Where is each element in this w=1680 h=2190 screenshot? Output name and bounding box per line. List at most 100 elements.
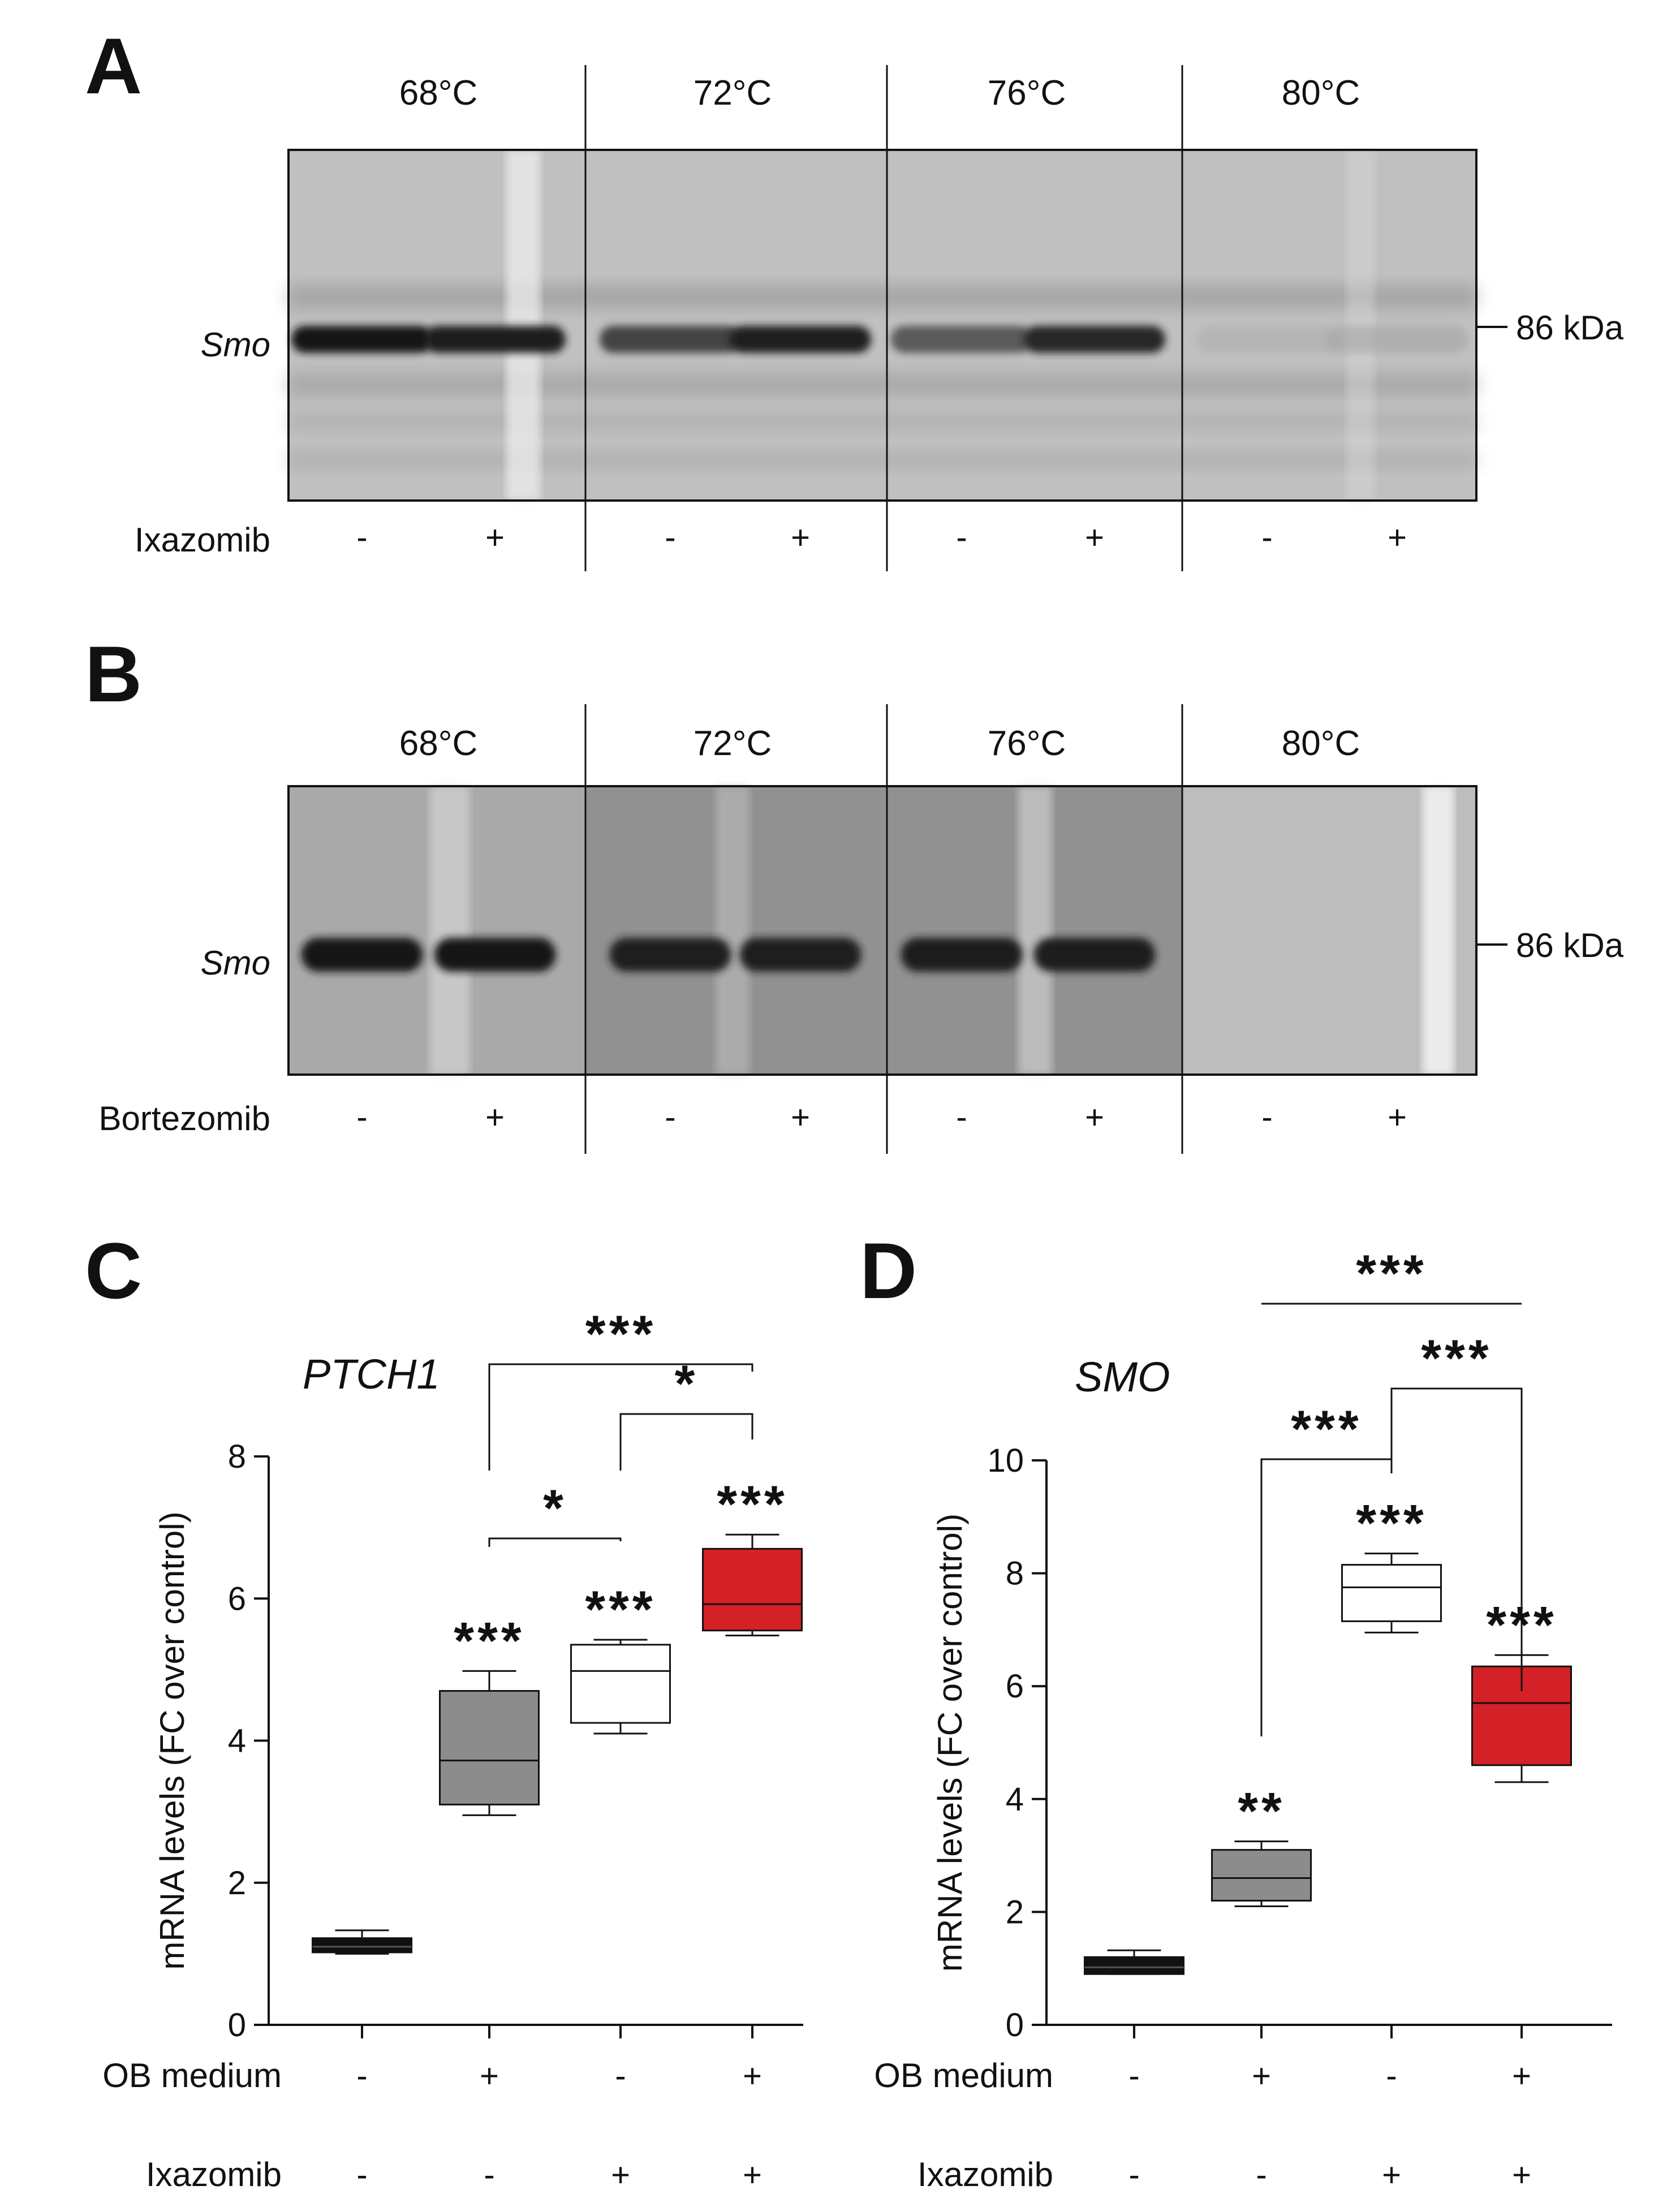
blot-background: [288, 150, 1476, 501]
y-tick-label: 0: [228, 2007, 246, 2044]
treatment-signs: - + - + - + - +: [356, 1099, 1407, 1136]
treatment-sign: -: [1261, 1099, 1272, 1136]
treatment-label: Ixazomib: [135, 521, 270, 559]
faint-band: [288, 452, 1476, 467]
box: [570, 1644, 671, 1724]
factor-sign: +: [743, 2157, 762, 2190]
western-blot-a: [287, 149, 1477, 502]
marker-label: 86 kDa: [1516, 926, 1624, 964]
y-tick-label: 4: [228, 1723, 246, 1760]
temperature-label: 72°C: [693, 74, 772, 113]
y-tick-label: 6: [1006, 1668, 1024, 1705]
protein-band: [609, 938, 731, 972]
comparison-stars: *: [543, 1480, 567, 1537]
temperature-label: 68°C: [399, 724, 478, 763]
factor-label: Ixazomib: [146, 2155, 282, 2190]
factor-sign: -: [615, 2058, 626, 2094]
blot-frame: [287, 149, 1477, 502]
temperature-label: 76°C: [988, 724, 1066, 763]
factor-sign: +: [743, 2058, 762, 2094]
y-tick-label: 6: [228, 1580, 246, 1617]
treatment-sign: -: [356, 519, 367, 556]
y-tick-label: 4: [1006, 1781, 1024, 1818]
comparison-stars: ***: [1291, 1400, 1362, 1458]
panel-d: D SMO mRNA levels (FC over control) 0 2 4 6 8 1…: [860, 1226, 1612, 2190]
protein-band: [1024, 326, 1165, 353]
comparison-stars: ***: [1421, 1330, 1492, 1387]
factor-sign: -: [484, 2157, 494, 2190]
temperature-label: 80°C: [1282, 74, 1360, 113]
band-label-smo: Smo: [201, 944, 270, 982]
treatment-sign: -: [956, 1099, 967, 1136]
box: [702, 1547, 803, 1632]
treatment-sign: +: [1388, 1099, 1407, 1136]
factor-sign: +: [1512, 2157, 1531, 2190]
y-tick-label: 8: [228, 1438, 246, 1475]
band-group: [301, 938, 1156, 972]
y-axis-title: mRNA levels (FC over control): [931, 1514, 969, 1972]
treatment-sign: -: [356, 1099, 367, 1136]
band-group: [291, 326, 1468, 353]
blot-frame: [287, 785, 1477, 1076]
temperature-label: 76°C: [988, 74, 1066, 113]
treatment-sign: +: [791, 519, 810, 556]
panel-b: B 68°C 72°C 76°C 80°C Smo 86 kDa Bortezo…: [85, 630, 1624, 1154]
treatment-sign: -: [956, 519, 967, 556]
treatment-sign: -: [1261, 519, 1272, 556]
temperature-label: 68°C: [399, 74, 478, 113]
lane-streak: [430, 786, 469, 1075]
treatment-sign: +: [1085, 519, 1104, 556]
significance-stars: ***: [1486, 1596, 1557, 1654]
protein-band: [891, 326, 1032, 353]
significance-stars: ***: [717, 1476, 787, 1533]
protein-band: [1033, 938, 1156, 972]
protein-band: [424, 326, 566, 353]
blot-dark-region: [585, 786, 1182, 1075]
panel-letter-a: A: [85, 21, 142, 110]
protein-band: [291, 326, 433, 353]
temperature-labels: 68°C 72°C 76°C 80°C: [399, 724, 1360, 763]
treatment-sign: -: [665, 519, 675, 556]
lane-streak: [1346, 150, 1375, 501]
treatment-sign: +: [1085, 1099, 1104, 1136]
lane-streak: [1018, 786, 1052, 1075]
lane-dividers: [584, 65, 1183, 571]
panel-letter-d: D: [860, 1226, 917, 1315]
factor-sign: +: [1512, 2058, 1531, 2094]
factor-sign: -: [1128, 2058, 1139, 2094]
factor-sign: +: [1382, 2157, 1401, 2190]
chart-title: SMO: [1075, 1353, 1170, 1400]
y-tick-label: 0: [1006, 2007, 1024, 2044]
y-tick-label: 8: [1006, 1555, 1024, 1592]
faint-band: [288, 286, 1476, 308]
box: [1341, 1564, 1442, 1622]
treatment-label: Bortezomib: [99, 1100, 270, 1137]
y-tick-label: 10: [987, 1442, 1024, 1479]
significance-stars: ***: [1356, 1495, 1427, 1553]
y-tick-label: 2: [228, 1865, 246, 1902]
comparison-bracket: [488, 1537, 622, 1547]
marker-label: 86 kDa: [1516, 309, 1624, 347]
protein-band: [301, 938, 423, 972]
factor-sign: -: [356, 2058, 367, 2094]
comparison-bracket: [619, 1413, 753, 1471]
protein-band: [600, 326, 741, 353]
lane-streak: [506, 150, 540, 501]
y-tick-label: 2: [1006, 1894, 1024, 1930]
protein-band: [739, 938, 861, 972]
box-plot-smo: SMO mRNA levels (FC over control) 0 2 4 6 8 10 *…: [874, 1245, 1612, 2190]
treatment-sign: +: [485, 1099, 505, 1136]
comparison-bracket: [1390, 1387, 1523, 1691]
protein-band: [901, 938, 1023, 972]
box-plot-ptch1: PTCH1 mRNA levels (FC over control) 0 2 4 6 8 *…: [102, 1305, 803, 2190]
panel-c: C PTCH1 mRNA levels (FC over control) 0 2 4 6…: [85, 1226, 803, 2190]
comparison-stars: ***: [1356, 1245, 1427, 1303]
treatment-sign: -: [665, 1099, 675, 1136]
protein-band: [730, 326, 871, 353]
lane-streak: [1423, 786, 1454, 1075]
comparison-bracket: [488, 1363, 753, 1471]
box: [1211, 1849, 1312, 1902]
box: [312, 1937, 412, 1954]
box: [439, 1690, 540, 1806]
factor-sign: -: [1128, 2157, 1139, 2190]
